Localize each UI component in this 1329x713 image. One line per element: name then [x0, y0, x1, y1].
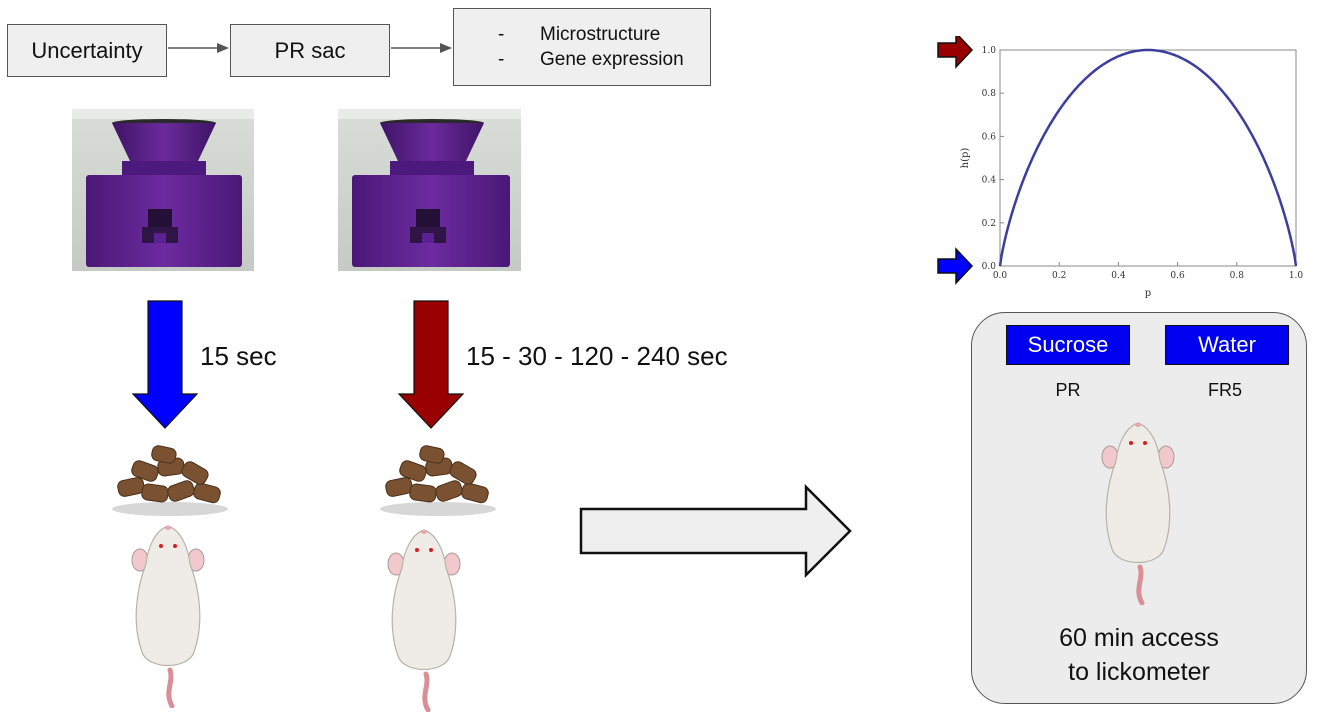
food-pellets-left: [112, 445, 228, 516]
flow-arrow-2: [391, 43, 452, 53]
x-tick-label: 0.2: [1052, 271, 1066, 281]
entropy-chart: 0.0 0.2 0.4 0.6 0.8 1.0 0.0 0.2 0.4 0.6 0.8 1.0 p h…: [937, 36, 1304, 299]
pr-sac-label: PR sac: [274, 37, 346, 63]
max-uncertainty-arrow-icon: [937, 36, 974, 69]
rat-icon-panel: [1101, 422, 1175, 605]
water-bottle-label: Water: [1165, 325, 1289, 365]
uncertainty-box: Uncertainty: [7, 24, 167, 77]
lickometer-panel: Sucrose Water PR FR5 60 min access to li…: [971, 312, 1307, 704]
y-tick-label: 1.0: [982, 46, 997, 56]
y-tick-label: 0.4: [982, 176, 997, 186]
uncertain-delay-arrow: [397, 300, 465, 429]
x-tick-label: 0.8: [1230, 271, 1245, 281]
uncertainty-label: Uncertainty: [31, 37, 143, 63]
plot-frame: [999, 49, 1297, 267]
x-tick-label: 0.4: [1111, 271, 1126, 281]
fr5-schedule-label: FR5: [1207, 380, 1242, 400]
outcome-gene-expression: Gene expression: [498, 47, 684, 72]
y-tick-label: 0.6: [982, 132, 997, 142]
lickometer-device-photo-right: [338, 109, 521, 271]
lickometer-device-photo-left: [72, 109, 254, 271]
transition-arrow: [579, 484, 852, 578]
rat-icon-right: [387, 529, 461, 712]
y-tick-label: 0.2: [982, 219, 996, 229]
access-text-line-1: 60 min access: [1059, 624, 1219, 652]
y-axis-label: h(p): [960, 148, 971, 169]
outcome-microstructure: Microstructure: [498, 22, 684, 47]
y-tick-label: 0.8: [982, 89, 997, 99]
pr-schedule-label: PR: [1055, 380, 1081, 400]
outcomes-box: Microstructure Gene expression: [453, 8, 711, 86]
chart-ticks: 0.0 0.2 0.4 0.6 0.8 1.0 0.0 0.2 0.4 0.6 0.8 1.0: [982, 46, 1304, 281]
food-pellets-right: [380, 445, 496, 516]
pr-sac-box: PR sac: [230, 24, 390, 77]
uncertain-delay-label: 15 - 30 - 120 - 240 sec: [466, 341, 728, 371]
x-tick-label: 0.0: [993, 271, 1008, 281]
outcomes-list: Microstructure Gene expression: [498, 22, 684, 72]
water-label: Water: [1198, 332, 1256, 357]
x-tick-label: 1.0: [1289, 271, 1304, 281]
rat-icon-left: [131, 525, 205, 708]
certain-delay-label: 15 sec: [200, 341, 277, 371]
sucrose-bottle-label: Sucrose: [1006, 325, 1130, 365]
flow-arrow-1: [168, 43, 229, 53]
sucrose-label: Sucrose: [1027, 332, 1109, 357]
min-uncertainty-arrow-icon: [937, 247, 974, 285]
entropy-curve: [998, 48, 1298, 267]
x-tick-label: 0.6: [1170, 271, 1185, 281]
certain-delay-arrow: [131, 300, 199, 429]
y-tick-label: 0.0: [982, 262, 997, 272]
x-axis-label: p: [1145, 288, 1151, 299]
access-text-line-2: to lickometer: [1068, 658, 1210, 686]
